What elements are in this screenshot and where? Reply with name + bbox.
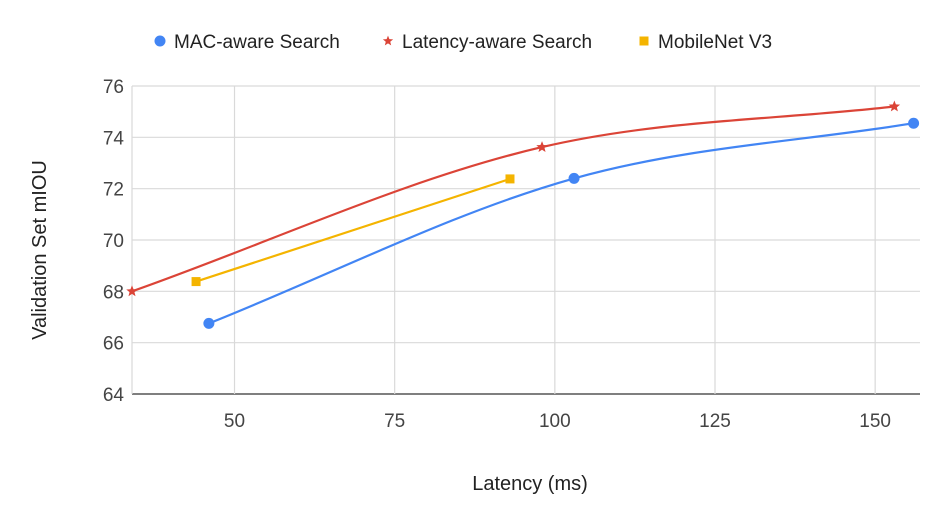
legend-marker-0 (154, 35, 166, 47)
legend-label-1: Latency-aware Search (402, 32, 592, 53)
y-tick-label: 66 (103, 334, 124, 355)
legend-label-0: MAC-aware Search (174, 32, 340, 53)
series-markers (126, 100, 920, 329)
series-line-2 (194, 177, 512, 283)
grid (131, 85, 920, 395)
x-axis-title: Latency (ms) (472, 473, 588, 495)
y-tick-label: 70 (103, 231, 124, 252)
series-1-point-0 (126, 285, 138, 297)
series-2-point-1 (505, 174, 515, 184)
legend-marker-2 (639, 36, 649, 46)
y-tick-label: 72 (103, 180, 124, 201)
series-1-point-1 (536, 141, 548, 152)
y-axis-title: Validation Set mIOU (29, 160, 51, 340)
x-tick-label: 125 (699, 411, 731, 432)
x-tick-label: 150 (859, 411, 891, 432)
series-line-0 (207, 122, 915, 325)
x-tick-label: 75 (384, 411, 405, 432)
x-tick-label: 100 (539, 411, 571, 432)
series-1-point-2 (888, 100, 901, 112)
legend-label-2: MobileNet V3 (658, 32, 772, 53)
y-tick-label: 74 (103, 128, 125, 149)
y-tick-label: 64 (103, 385, 125, 406)
series-line-1 (130, 105, 896, 293)
series-0-point-2 (908, 117, 920, 129)
series-0-point-0 (203, 317, 215, 329)
legend: MAC-aware Search Latency-aware Search Mobi… (154, 32, 772, 53)
y-tick-label: 68 (103, 282, 124, 303)
legend-marker-1 (382, 35, 394, 46)
series-0-point-1 (568, 172, 580, 184)
axis-ticks: 64 66 68 70 72 74 76 50 75 100 125 150 (103, 77, 891, 432)
series-2-point-0 (191, 277, 201, 287)
y-tick-label: 76 (103, 77, 124, 98)
x-tick-label: 50 (224, 411, 245, 432)
